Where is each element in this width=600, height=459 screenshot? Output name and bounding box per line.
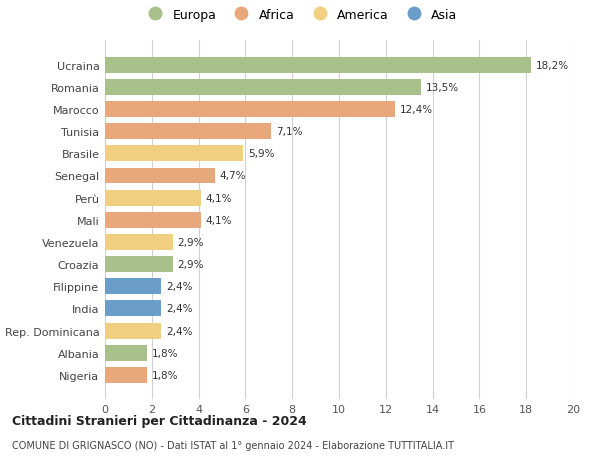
Bar bbox=[105, 80, 421, 95]
Bar bbox=[105, 124, 271, 140]
Bar bbox=[105, 235, 173, 251]
Bar bbox=[105, 257, 173, 273]
Bar bbox=[105, 301, 161, 317]
Text: 7,1%: 7,1% bbox=[276, 127, 302, 137]
Text: 2,9%: 2,9% bbox=[178, 237, 204, 247]
Text: 4,1%: 4,1% bbox=[206, 215, 232, 225]
Bar bbox=[105, 102, 395, 118]
Bar bbox=[105, 279, 161, 295]
Text: COMUNE DI GRIGNASCO (NO) - Dati ISTAT al 1° gennaio 2024 - Elaborazione TUTTITAL: COMUNE DI GRIGNASCO (NO) - Dati ISTAT al… bbox=[12, 440, 454, 450]
Bar bbox=[105, 345, 147, 361]
Bar bbox=[105, 57, 531, 73]
Text: 2,9%: 2,9% bbox=[178, 259, 204, 269]
Text: 12,4%: 12,4% bbox=[400, 105, 433, 115]
Bar bbox=[105, 146, 243, 162]
Text: 5,9%: 5,9% bbox=[248, 149, 274, 159]
Text: 2,4%: 2,4% bbox=[166, 304, 193, 314]
Bar bbox=[105, 213, 201, 228]
Text: Cittadini Stranieri per Cittadinanza - 2024: Cittadini Stranieri per Cittadinanza - 2… bbox=[12, 414, 307, 427]
Bar bbox=[105, 367, 147, 383]
Text: 4,1%: 4,1% bbox=[206, 193, 232, 203]
Text: 4,7%: 4,7% bbox=[220, 171, 246, 181]
Bar bbox=[105, 168, 215, 184]
Text: 1,8%: 1,8% bbox=[152, 348, 178, 358]
Legend: Europa, Africa, America, Asia: Europa, Africa, America, Asia bbox=[142, 9, 458, 22]
Text: 1,8%: 1,8% bbox=[152, 370, 178, 380]
Text: 18,2%: 18,2% bbox=[536, 61, 569, 71]
Bar bbox=[105, 323, 161, 339]
Bar bbox=[105, 190, 201, 206]
Text: 13,5%: 13,5% bbox=[425, 83, 459, 93]
Text: 2,4%: 2,4% bbox=[166, 326, 193, 336]
Text: 2,4%: 2,4% bbox=[166, 282, 193, 291]
